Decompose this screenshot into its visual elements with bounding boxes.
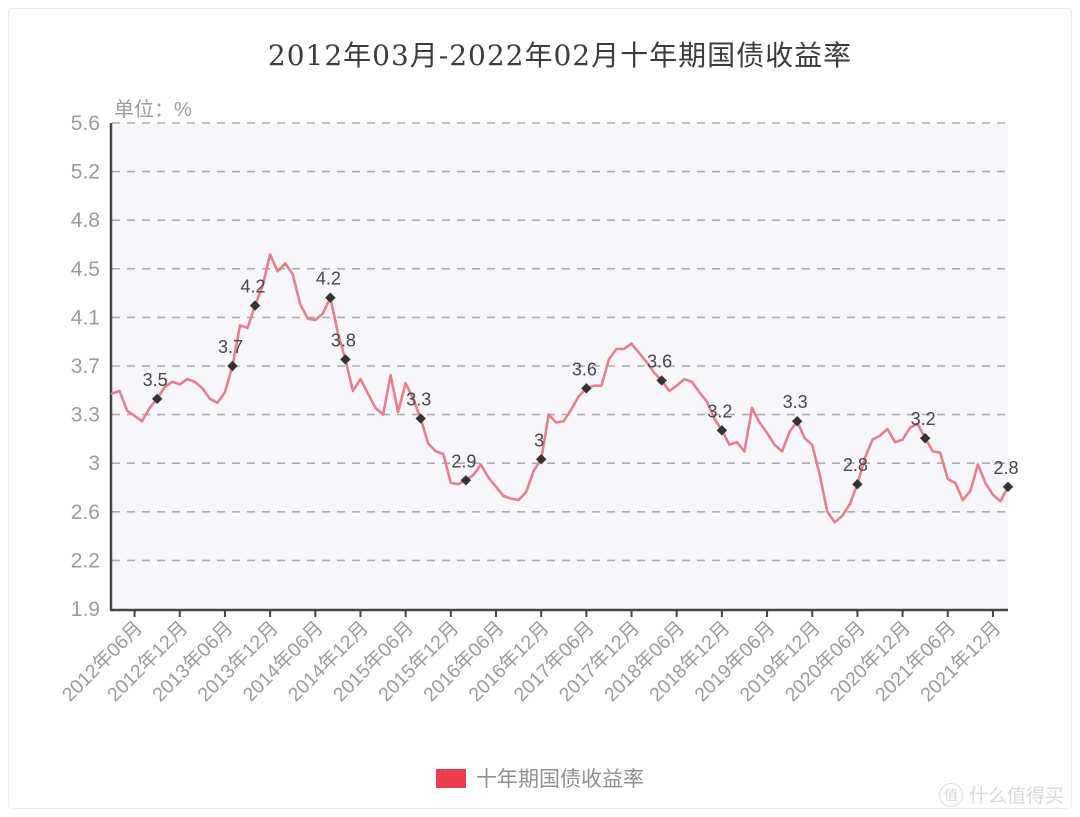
watermark: 值 什么值得买 <box>938 781 1064 808</box>
data-point-label: 4.2 <box>316 269 341 289</box>
data-point-marker <box>852 479 863 490</box>
data-point-marker <box>716 425 728 436</box>
data-point-label: 3.2 <box>707 401 732 421</box>
y-axis-unit-label: 单位：% <box>114 98 192 121</box>
data-point-label: 3.8 <box>331 330 356 350</box>
y-tick-label: 3.3 <box>71 404 100 427</box>
data-point-marker <box>227 360 238 372</box>
data-point-label: 3.3 <box>783 392 808 412</box>
data-point-label: 3.2 <box>911 409 936 429</box>
y-tick-label: 2.2 <box>71 549 100 572</box>
y-tick-label: 4.1 <box>71 306 100 329</box>
plot-area <box>112 123 1008 609</box>
y-tick-label: 4.5 <box>71 258 100 281</box>
data-point-marker <box>340 354 351 365</box>
data-point-label: 3.7 <box>218 337 243 357</box>
data-point-marker <box>656 375 667 386</box>
y-tick-label: 2.6 <box>71 501 100 524</box>
smzdm-logo-icon: 值 <box>938 782 963 807</box>
data-point-marker <box>460 475 472 486</box>
y-tick-label: 5.2 <box>71 161 100 184</box>
data-point-label: 3.6 <box>647 351 672 371</box>
data-point-label: 2.8 <box>993 458 1018 478</box>
y-tick-label: 3.7 <box>71 355 100 378</box>
data-point-marker <box>791 415 803 427</box>
legend-label: 十年期国债收益率 <box>476 768 644 791</box>
legend: 十年期国债收益率 <box>0 763 1080 793</box>
yield-line-series <box>110 253 1010 524</box>
data-point-marker <box>151 393 163 405</box>
chart-title: 2012年03月-2022年02月十年期国债收益率 <box>267 39 853 72</box>
data-point-marker <box>325 292 336 303</box>
data-point-label: 2.8 <box>843 455 868 475</box>
y-tick-label: 1.9 <box>71 598 100 621</box>
data-point-marker <box>535 454 547 465</box>
data-point-marker <box>919 433 931 444</box>
bond-yield-line-chart: 单位：%5.65.24.84.54.13.73.332.62.21.92012年… <box>58 98 1019 706</box>
legend-swatch <box>436 768 466 788</box>
data-point-marker <box>1002 481 1014 493</box>
data-point-label: 3.5 <box>143 370 168 390</box>
watermark-text: 什么值得买 <box>968 786 1064 807</box>
y-tick-label: 4.8 <box>71 209 100 232</box>
data-point-label: 2.9 <box>451 451 476 471</box>
data-point-marker <box>249 300 261 311</box>
data-point-marker <box>581 383 592 394</box>
y-tick-label: 5.6 <box>71 112 100 135</box>
data-point-label: 3 <box>534 430 544 450</box>
y-tick-label: 3 <box>88 452 100 475</box>
data-point-label: 4.2 <box>241 277 266 297</box>
data-point-label: 3.3 <box>406 390 431 410</box>
data-point-label: 3.6 <box>572 359 597 379</box>
data-point-marker <box>415 413 426 424</box>
